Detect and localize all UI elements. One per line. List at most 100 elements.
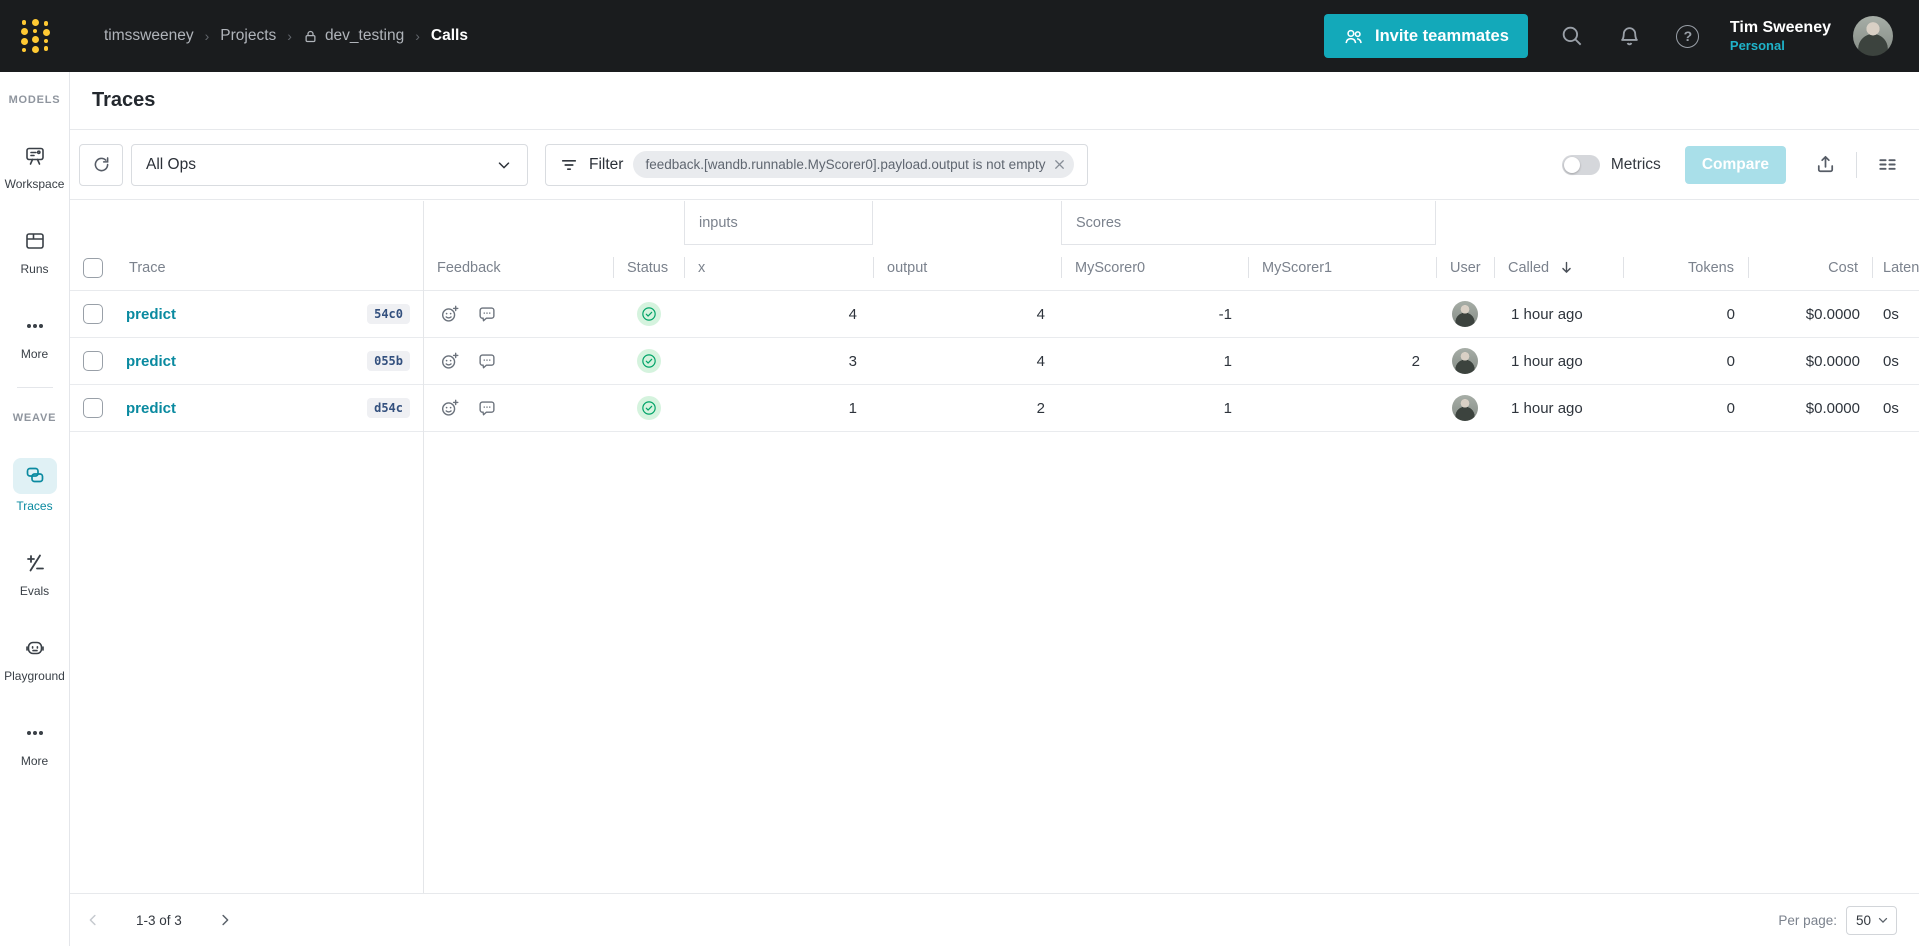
column-group-header-row: inputs Scores: [70, 201, 1919, 245]
input-x-cell: 3: [848, 352, 857, 370]
metrics-toggle-label: Metrics: [1610, 155, 1661, 173]
robot-icon: [23, 636, 47, 660]
column-settings-icon[interactable]: [1876, 153, 1899, 176]
per-page-select[interactable]: 50: [1845, 905, 1897, 935]
calls-table: inputs Scores Trace Feedback Status x ou…: [70, 201, 1919, 893]
emoji-add-icon[interactable]: [439, 397, 461, 419]
select-all-checkbox[interactable]: [82, 257, 103, 278]
chevron-right-icon[interactable]: [216, 911, 234, 929]
latency-cell: 0s: [1883, 305, 1899, 323]
column-header-x[interactable]: x: [684, 245, 873, 290]
column-header-myscorer1[interactable]: MyScorer1: [1248, 245, 1436, 290]
per-page-value: 50: [1855, 912, 1871, 928]
sidebar-item-workspace[interactable]: Workspace: [5, 140, 64, 191]
sidebar-item-label: Evals: [19, 584, 50, 598]
page-title: Traces: [92, 89, 156, 111]
help-icon[interactable]: ?: [1674, 22, 1702, 50]
trace-link[interactable]: predict: [126, 399, 177, 417]
sidebar-item-evals[interactable]: Evals: [13, 547, 57, 598]
column-group-scores: Scores: [1061, 201, 1436, 245]
tokens-cell: 0: [1726, 352, 1735, 370]
called-cell: 1 hour ago: [1511, 399, 1583, 417]
breadcrumb-calls[interactable]: Calls: [430, 27, 468, 44]
column-header-latency[interactable]: Latency: [1872, 245, 1919, 290]
compare-button[interactable]: Compare: [1684, 145, 1786, 184]
breadcrumb-projects[interactable]: Projects: [220, 27, 277, 44]
feedback-cell: [423, 303, 613, 325]
input-x-cell: 4: [848, 305, 857, 323]
column-header-feedback[interactable]: Feedback: [423, 245, 613, 290]
search-icon[interactable]: [1558, 22, 1586, 50]
call-id-chip[interactable]: 54c0: [367, 304, 410, 324]
column-header-output[interactable]: output: [873, 245, 1061, 290]
trace-link[interactable]: predict: [126, 352, 177, 370]
export-icon[interactable]: [1814, 153, 1837, 176]
column-header-called[interactable]: Called: [1494, 245, 1623, 290]
row-checkbox[interactable]: [82, 398, 103, 418]
column-header-trace[interactable]: Trace: [129, 259, 166, 276]
sidebar-item-traces[interactable]: Traces: [12, 458, 57, 513]
refresh-button[interactable]: [79, 143, 123, 186]
ops-filter-select[interactable]: All Ops: [131, 143, 528, 186]
row-checkbox[interactable]: [82, 351, 103, 371]
chevron-left-icon[interactable]: [84, 911, 102, 929]
user-menu[interactable]: Tim Sweeney Personal: [1730, 18, 1831, 54]
call-id-chip[interactable]: 055b: [367, 351, 410, 371]
called-cell: 1 hour ago: [1511, 305, 1583, 323]
breadcrumb-separator: ›: [287, 28, 292, 44]
sort-desc-arrow-icon: [1558, 259, 1575, 276]
emoji-add-icon[interactable]: [439, 303, 461, 325]
breadcrumb-project[interactable]: dev_testing: [303, 27, 404, 45]
trace-cell: predict d54c: [115, 398, 423, 418]
wandb-logo-icon[interactable]: [0, 18, 70, 54]
funnel-icon: [559, 155, 579, 175]
trace-link[interactable]: predict: [126, 305, 177, 323]
sidebar-item-more-models[interactable]: More: [13, 310, 57, 361]
pagination-bar: 1-3 of 3 Per page: 50: [70, 893, 1919, 946]
comment-icon[interactable]: [476, 397, 498, 419]
toolbar-divider: [1856, 151, 1857, 178]
filter-bar[interactable]: Filter feedback.[wandb.runnable.MyScorer…: [545, 143, 1089, 186]
lock-icon: [303, 29, 318, 44]
row-user-avatar: [1452, 395, 1478, 421]
output-cell: 2: [1036, 399, 1045, 417]
invite-teammates-button[interactable]: Invite teammates: [1324, 14, 1528, 58]
comment-icon[interactable]: [476, 350, 498, 372]
user-avatar[interactable]: [1853, 16, 1893, 56]
close-icon[interactable]: [1052, 157, 1067, 172]
myscorer0-cell: 1: [1223, 352, 1232, 370]
column-header-status[interactable]: Status: [613, 245, 684, 290]
sidebar-item-runs[interactable]: Runs: [13, 225, 57, 276]
select-all-checkbox-cell: [70, 245, 115, 290]
column-header-myscorer0[interactable]: MyScorer0: [1061, 245, 1248, 290]
emoji-add-icon[interactable]: [439, 350, 461, 372]
main-content: Traces All Ops Filter feedb: [70, 72, 1919, 946]
sidebar-item-label: More: [20, 347, 49, 361]
filter-chip[interactable]: feedback.[wandb.runnable.MyScorer0].payl…: [633, 151, 1075, 178]
call-id-chip[interactable]: d54c: [367, 398, 410, 418]
column-header-tokens[interactable]: Tokens: [1623, 245, 1748, 290]
myscorer1-cell: 2: [1411, 352, 1420, 370]
sidebar-item-playground[interactable]: Playground: [4, 632, 65, 683]
myscorer0-cell: -1: [1218, 305, 1232, 323]
topbar: timssweeney › Projects › dev_testing › C…: [0, 0, 1919, 72]
runs-table-icon: [23, 229, 47, 253]
bell-icon[interactable]: [1616, 22, 1644, 50]
column-header-cost[interactable]: Cost: [1748, 245, 1872, 290]
table-row: predict 055b 3 4 1 2 1 hour ago 0 $0.000…: [70, 338, 1919, 385]
row-checkbox[interactable]: [82, 304, 103, 324]
user-cell: [1436, 301, 1494, 327]
sidebar-item-more-weave[interactable]: More: [13, 717, 57, 768]
column-header-user[interactable]: User: [1436, 245, 1494, 290]
breadcrumb-entity[interactable]: timssweeney: [104, 27, 194, 44]
sidebar-item-label: Traces: [16, 499, 53, 513]
latency-cell: 0s: [1883, 399, 1899, 417]
sidebar-section-models: MODELS: [8, 94, 61, 106]
sidebar-section-weave: WEAVE: [12, 412, 57, 424]
overflow-dots-icon: [23, 721, 47, 745]
cost-cell: $0.0000: [1805, 305, 1860, 323]
comment-icon[interactable]: [476, 303, 498, 325]
table-row: predict 54c0 4 4 -1 1 hour ago 0 $0.0000: [70, 291, 1919, 338]
metrics-toggle[interactable]: [1561, 154, 1600, 175]
